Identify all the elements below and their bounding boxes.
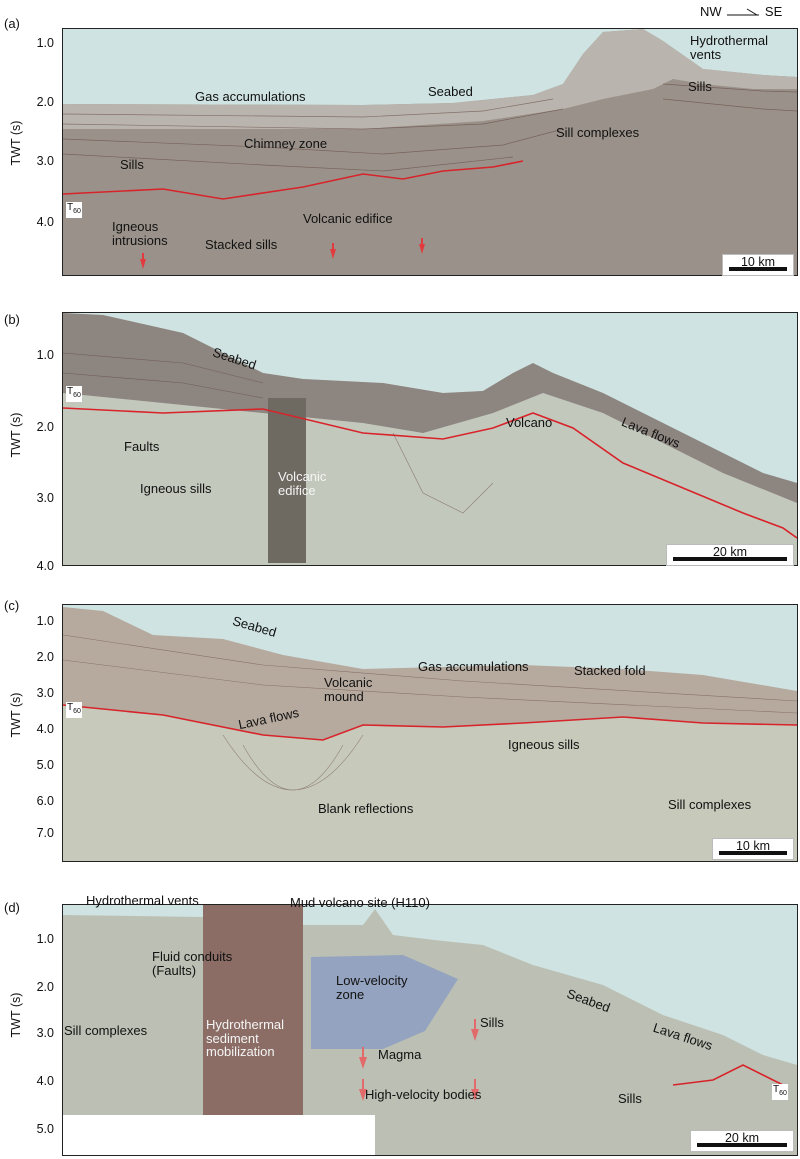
label-gas-accumulations: Gas accumulations <box>418 659 529 674</box>
label-volcano: Volcano <box>506 415 553 430</box>
label-stacked-fold: Stacked fold <box>574 663 646 678</box>
panel-letter: (a) <box>4 16 20 31</box>
label-volcanic-mound: Volcanic mound <box>324 675 373 704</box>
panel-letter: (b) <box>4 312 20 327</box>
panel-d: (d) TWT (s) 1.0 2.0 3.0 4.0 5.0 T60 Hydr… <box>0 890 800 1159</box>
label-low-velocity-zone: Low-velocity zone <box>336 973 408 1002</box>
seismic-section-image <box>63 313 797 565</box>
compass-se: SE <box>764 4 783 19</box>
scale-bar: 10 km <box>712 838 794 860</box>
label-chimney-zone: Chimney zone <box>244 136 328 151</box>
label-volcanic-edifice: Volcanic edifice <box>303 211 393 226</box>
label-faults: Faults <box>124 439 160 454</box>
y-tick: 6.0 <box>36 794 54 808</box>
label-sill-complexes: Sill complexes <box>668 797 752 812</box>
label-sills: Sills <box>120 157 144 172</box>
compass-nw: NW <box>700 4 722 19</box>
y-tick: 2.0 <box>36 980 54 994</box>
horizon-t60-label: T60 <box>66 386 82 402</box>
scale-bar-line <box>673 557 787 561</box>
y-tick: 2.0 <box>36 95 54 109</box>
label-sill-complexes: Sill complexes <box>64 1023 148 1038</box>
scale-bar-label: 10 km <box>740 255 776 269</box>
y-tick: 4.0 <box>36 215 54 229</box>
panel-b: (b) TWT (s) 1.0 2.0 3.0 4.0 T60 Seabed F… <box>0 298 800 578</box>
label-stacked-sills: Stacked sills <box>205 237 278 252</box>
label-igneous-intrusions: Igneous intrusions <box>112 219 168 248</box>
y-tick: 1.0 <box>36 614 54 628</box>
label-high-velocity-bodies: High-velocity bodies <box>365 1087 482 1102</box>
scale-bar-line <box>729 267 787 271</box>
y-tick: 5.0 <box>36 1122 54 1136</box>
scale-bar-label: 10 km <box>735 839 771 853</box>
label-sills: Sills <box>480 1015 504 1030</box>
scale-bar: 20 km <box>666 544 794 566</box>
label-fluid-conduits: Fluid conduits (Faults) <box>152 949 233 978</box>
seismic-profile-a <box>62 28 798 276</box>
label-sills-lower: Sills <box>618 1091 642 1106</box>
seismic-profile-b <box>62 312 798 566</box>
y-tick: 1.0 <box>36 36 54 50</box>
label-seabed: Seabed <box>428 84 473 99</box>
y-tick: 2.0 <box>36 650 54 664</box>
label-hydrothermal-vents: Hydrothermal vents <box>690 33 769 62</box>
label-igneous-sills: Igneous sills <box>140 481 212 496</box>
y-tick: 3.0 <box>36 154 54 168</box>
label-magma: Magma <box>378 1047 422 1062</box>
compass-arrow-icon <box>727 8 760 16</box>
horizon-t60-label: T60 <box>772 1084 788 1100</box>
label-gas-accumulations: Gas accumulations <box>195 89 306 104</box>
scale-bar-label: 20 km <box>712 545 748 559</box>
y-tick: 3.0 <box>36 1026 54 1040</box>
label-hydrothermal-vents: Hydrothermal vents <box>86 893 199 908</box>
panel-c: (c) TWT (s) 1.0 2.0 3.0 4.0 5.0 6.0 7.0 … <box>0 590 800 875</box>
y-tick: 4.0 <box>36 559 54 573</box>
scale-bar: 20 km <box>690 1130 794 1152</box>
y-tick: 3.0 <box>36 491 54 505</box>
y-tick: 4.0 <box>36 1074 54 1088</box>
label-sills-right: Sills <box>688 79 712 94</box>
y-tick: 1.0 <box>36 348 54 362</box>
seismic-section-image <box>63 29 797 275</box>
label-volcanic-edifice: Volcanic edifice <box>278 469 327 498</box>
panel-a: (a) TWT (s) 1.0 2.0 3.0 4.0 T60 Gas accu <box>0 0 800 285</box>
panel-letter: (d) <box>4 900 20 915</box>
orientation-compass: NW SE <box>700 4 782 19</box>
label-sill-complexes: Sill complexes <box>556 125 640 140</box>
panel-letter: (c) <box>4 598 20 613</box>
seismic-profile-c <box>62 604 798 862</box>
seismic-section-image <box>63 607 797 861</box>
y-tick: 2.0 <box>36 420 54 434</box>
scale-bar-line <box>719 851 787 855</box>
label-igneous-sills: Igneous sills <box>508 737 580 752</box>
scale-bar-line <box>697 1143 787 1147</box>
label-hydrothermal-sediment-mobilization: Hydrothermal sediment mobilization <box>206 1017 285 1060</box>
scale-bar: 10 km <box>722 254 794 276</box>
y-axis-label: TWT (s) <box>9 412 23 458</box>
scale-bar-label: 20 km <box>724 1131 760 1145</box>
y-tick: 1.0 <box>36 932 54 946</box>
y-tick: 3.0 <box>36 686 54 700</box>
y-tick: 4.0 <box>36 722 54 736</box>
horizon-t60-label: T60 <box>66 702 82 718</box>
horizon-t60-label: T60 <box>66 202 82 218</box>
seismic-section-image <box>63 905 797 1155</box>
seismic-profile-d <box>62 904 798 1156</box>
label-mud-volcano-site: Mud volcano site (H110) <box>290 895 430 910</box>
y-tick: 7.0 <box>36 826 54 840</box>
y-tick: 5.0 <box>36 758 54 772</box>
label-blank-reflections: Blank reflections <box>318 801 414 816</box>
